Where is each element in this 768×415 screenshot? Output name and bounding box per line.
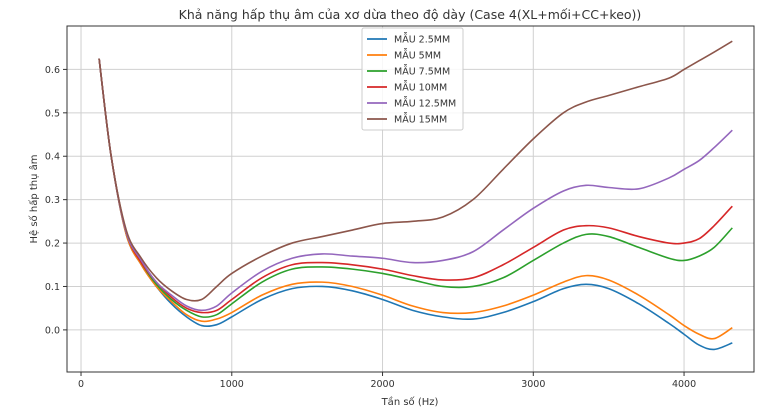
legend-label: MẪU 12.5MM bbox=[394, 97, 456, 110]
y-tick-label: 0.3 bbox=[45, 195, 60, 206]
x-tick-label: 3000 bbox=[521, 379, 545, 390]
chart-title: Khả năng hấp thụ âm của xơ dừa theo độ d… bbox=[179, 7, 642, 22]
y-tick-label: 0.2 bbox=[45, 239, 60, 250]
y-tick-label: 0.4 bbox=[45, 152, 60, 163]
x-axis-ticks: 0 1000 2000 3000 4000 bbox=[78, 372, 696, 390]
x-tick-label: 4000 bbox=[672, 379, 696, 390]
legend-box bbox=[361, 27, 464, 131]
plot-frame bbox=[66, 25, 755, 373]
x-axis-label: Tần số (Hz) bbox=[381, 396, 439, 408]
series-line-m-u-7.5mm bbox=[98, 58, 733, 318]
y-axis-ticks: 0.0 0.1 0.2 0.3 0.4 0.5 0.6 bbox=[45, 65, 67, 336]
legend-label: MẪU 15MM bbox=[394, 113, 447, 126]
y-tick-label: 0.5 bbox=[45, 108, 60, 119]
y-tick-label: 0.0 bbox=[45, 325, 60, 336]
legend-label: MẪU 5MM bbox=[394, 49, 441, 62]
series-line-m-u-5mm bbox=[98, 58, 733, 340]
legend-label: MẪU 10MM bbox=[394, 81, 447, 94]
x-tick-label: 2000 bbox=[370, 379, 394, 390]
legend: MẪU 2.5MM MẪU 5MM MẪU 7.5MM MẪU 10MM MẪU 12.… bbox=[361, 27, 464, 131]
legend-label: MẪU 7.5MM bbox=[394, 65, 450, 78]
x-tick-label: 1000 bbox=[220, 379, 244, 390]
series-line-m-u-15mm bbox=[98, 40, 733, 302]
y-tick-label: 0.1 bbox=[45, 282, 60, 293]
series-line-m-u-12.5mm bbox=[98, 58, 733, 312]
y-tick-label: 0.6 bbox=[45, 65, 60, 76]
y-axis-label: Hệ số hấp thụ âm bbox=[28, 155, 40, 244]
x-tick-label: 0 bbox=[78, 379, 84, 390]
legend-label: MẪU 2.5MM bbox=[394, 33, 450, 46]
series-lines bbox=[98, 40, 733, 351]
